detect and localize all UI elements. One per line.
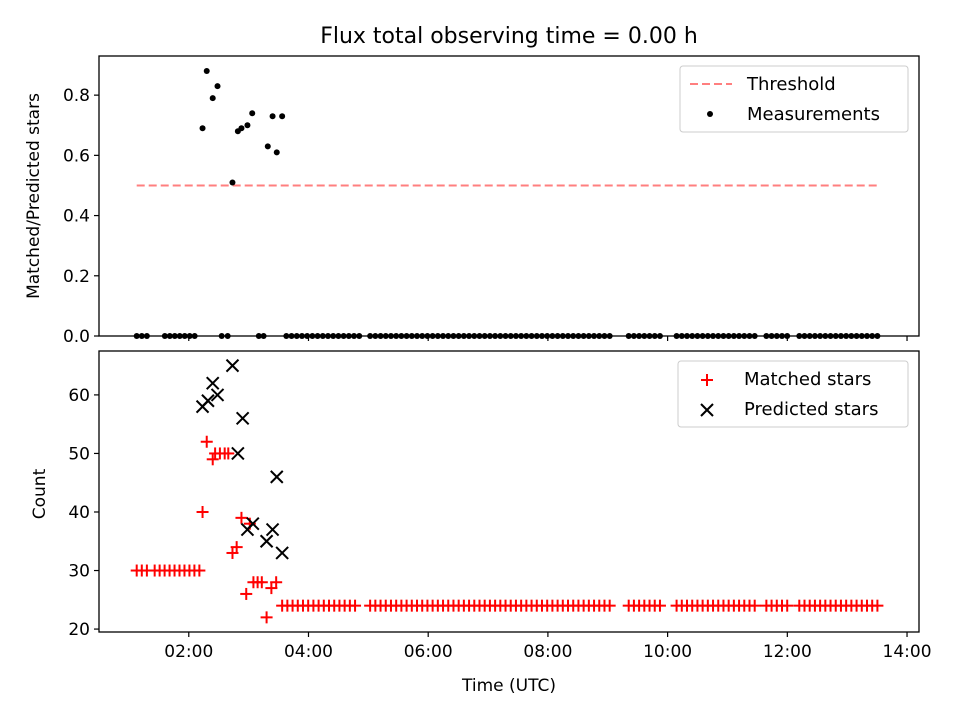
legend-matched-swatch — [701, 374, 713, 386]
bottom-ytick-label: 40 — [68, 503, 90, 523]
matched-star-point — [240, 587, 253, 600]
predicted-star-point — [270, 470, 284, 484]
matched-star-point — [196, 505, 209, 518]
top-ytick-label: 0.2 — [63, 267, 90, 287]
bottom-y-axis: 20 30 40 50 60 — [68, 386, 99, 640]
legend-threshold-label: Threshold — [746, 74, 836, 95]
legend-measurements-swatch — [707, 111, 713, 117]
top-y-axis-label: Matched/Predicted stars — [24, 93, 44, 299]
bottom-xtick-label: 08:00 — [523, 642, 572, 662]
predicted-star-point — [265, 522, 280, 537]
top-ytick-label: 0.0 — [63, 327, 90, 347]
matched-star-point — [748, 599, 761, 612]
measurement-point — [244, 122, 251, 129]
matched-star-point — [200, 435, 213, 448]
chart-title: Flux total observing time = 0.00 h — [320, 24, 698, 49]
matched-star-point — [206, 453, 219, 466]
measurement-point — [238, 125, 245, 132]
measurement-point — [269, 113, 276, 120]
bottom-x-axis: 02:00 04:00 06:00 08:00 10:00 12:00 14:00 — [164, 632, 932, 662]
matched-star-point — [230, 541, 243, 554]
matched-star-point — [349, 599, 362, 612]
bottom-xtick-label: 04:00 — [284, 642, 333, 662]
matched-star-point — [222, 447, 235, 460]
bottom-xtick-label: 06:00 — [404, 642, 453, 662]
bottom-ytick-label: 50 — [68, 444, 90, 464]
predicted-star-point — [235, 411, 250, 426]
legend-predicted-label: Predicted stars — [744, 399, 878, 420]
predicted-star-point — [210, 388, 225, 402]
legend-predicted-swatch — [700, 403, 714, 417]
measurement-point — [279, 113, 286, 120]
matched-star-point — [255, 576, 268, 589]
bottom-panel-marks — [130, 358, 884, 624]
bottom-plot-frame — [98, 350, 920, 633]
top-y-axis: 0.0 0.2 0.4 0.6 0.8 — [63, 86, 99, 347]
predicted-star-point — [246, 516, 260, 531]
top-ytick-label: 0.4 — [63, 207, 90, 227]
predicted-star-point — [259, 534, 274, 548]
matched-star-point — [235, 511, 248, 524]
bottom-xtick-label: 02:00 — [164, 642, 213, 662]
matched-star-point — [270, 576, 283, 589]
top-ytick-label: 0.8 — [63, 86, 90, 106]
bottom-legend: Matched stars Predicted stars — [677, 360, 909, 428]
top-x-ticks — [188, 336, 908, 341]
matched-star-point — [781, 599, 794, 612]
predicted-star-point — [201, 394, 215, 408]
predicted-star-point — [225, 358, 240, 373]
bottom-xtick-label: 10:00 — [643, 642, 692, 662]
matched-star-point — [653, 599, 666, 612]
measurement-point — [214, 83, 221, 90]
bottom-legend-frame — [677, 360, 909, 428]
top-plot-frame — [98, 55, 920, 337]
predicted-star-point — [275, 546, 289, 560]
measurement-point — [264, 143, 271, 150]
bottom-xtick-label: 14:00 — [883, 642, 932, 662]
bottom-xtick-label: 12:00 — [763, 642, 812, 662]
bottom-ytick-label: 60 — [68, 386, 90, 406]
x-axis-label: Time (UTC) — [461, 676, 556, 696]
top-panel: 0.00.20.40.60.8 Matched/Predicted stars … — [24, 55, 920, 347]
top-legend-frame — [679, 65, 909, 133]
top-ytick-label: 0.6 — [63, 146, 90, 166]
measurement-point — [273, 149, 280, 156]
bottom-ytick-label: 30 — [68, 562, 90, 582]
measurement-point — [203, 68, 210, 75]
matched-star-point — [193, 564, 206, 577]
matched-star-point — [871, 599, 884, 612]
predicted-star-point — [231, 446, 245, 461]
legend-matched-label: Matched stars — [744, 369, 871, 390]
measurement-point — [209, 95, 216, 102]
top-legend: Threshold Measurements — [679, 65, 909, 133]
bottom-panel: 20 30 40 50 60 02:00 04:00 06:00 08:00 10:00 12:0… — [30, 350, 932, 696]
predicted-star-point — [206, 376, 220, 390]
bottom-y-axis-label: Count — [30, 468, 50, 519]
legend-measurements-label: Measurements — [747, 104, 880, 125]
measurement-point — [249, 110, 256, 117]
measurement-point — [199, 125, 206, 132]
matched-star-point — [603, 599, 616, 612]
matched-star-point — [260, 611, 273, 624]
measurement-point — [229, 179, 236, 186]
bottom-ytick-label: 20 — [68, 620, 90, 640]
